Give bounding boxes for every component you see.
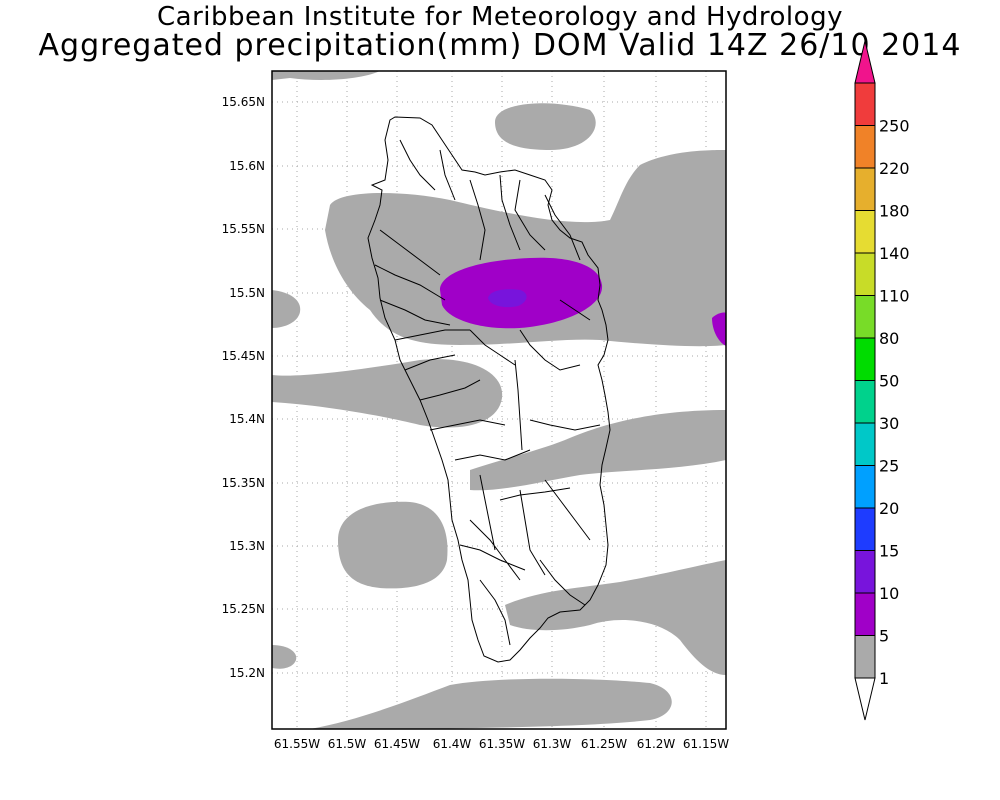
lon-label: 61.35W bbox=[479, 737, 525, 751]
colorbar-segment bbox=[854, 635, 876, 679]
lon-label: 61.15W bbox=[683, 737, 729, 751]
precip-area-east-band bbox=[470, 410, 726, 491]
colorbar-segment bbox=[854, 252, 876, 296]
colorbar-segment bbox=[854, 380, 876, 424]
colorbar-label: 250 bbox=[879, 117, 910, 136]
precip-area-middle-band bbox=[272, 359, 503, 428]
colorbar-segment bbox=[854, 167, 876, 211]
lat-label: 15.3N bbox=[229, 539, 265, 553]
precip-area-top-center bbox=[495, 103, 596, 150]
colorbar-segment bbox=[854, 550, 876, 594]
lat-label: 15.25N bbox=[222, 602, 265, 616]
lat-label: 15.5N bbox=[229, 286, 265, 300]
colorbar-label: 110 bbox=[879, 287, 910, 306]
lon-label: 61.2W bbox=[637, 737, 676, 751]
colorbar-label: 50 bbox=[879, 372, 899, 391]
colorbar-segment bbox=[854, 592, 876, 636]
colorbar-segment bbox=[854, 465, 876, 509]
colorbar-label: 25 bbox=[879, 457, 899, 476]
colorbar-label: 5 bbox=[879, 627, 889, 646]
precip-area-purple-east-edge bbox=[712, 312, 726, 346]
colorbar-segment bbox=[854, 337, 876, 381]
precip-area-west-edge bbox=[272, 290, 301, 328]
lat-label: 15.55N bbox=[222, 222, 265, 236]
lon-label: 61.25W bbox=[581, 737, 627, 751]
colorbar-label: 1 bbox=[879, 669, 889, 688]
colorbar-segment bbox=[854, 82, 876, 126]
colorbar-segment bbox=[854, 125, 876, 169]
lon-label: 61.45W bbox=[374, 737, 420, 751]
lon-label: 61.5W bbox=[328, 737, 367, 751]
lat-label: 15.6N bbox=[229, 159, 265, 173]
lat-label: 15.4N bbox=[229, 412, 265, 426]
colorbar-over-triangle bbox=[854, 40, 876, 84]
precip-area-southwest-edge bbox=[272, 645, 297, 669]
precip-area-purple-core bbox=[488, 289, 527, 308]
precip-area-top-left bbox=[272, 71, 380, 80]
colorbar-segment bbox=[854, 422, 876, 466]
colorbar-label: 30 bbox=[879, 414, 899, 433]
lat-label: 15.35N bbox=[222, 476, 265, 490]
map-area bbox=[272, 71, 726, 729]
colorbar-label: 15 bbox=[879, 542, 899, 561]
colorbar-segment bbox=[854, 295, 876, 339]
colorbar-under-triangle bbox=[854, 677, 876, 721]
lon-label: 61.55W bbox=[274, 737, 320, 751]
colorbar-label: 180 bbox=[879, 202, 910, 221]
lat-label: 15.45N bbox=[222, 349, 265, 363]
river-network bbox=[374, 139, 601, 646]
lat-label: 15.2N bbox=[229, 666, 265, 680]
colorbar-segment bbox=[854, 507, 876, 551]
precip-light-areas bbox=[272, 71, 726, 729]
colorbar-label: 220 bbox=[879, 159, 910, 178]
precip-area-south-band bbox=[505, 560, 726, 675]
lon-label: 61.4W bbox=[433, 737, 472, 751]
precip-area-north-band bbox=[325, 150, 726, 347]
colorbar-label: 80 bbox=[879, 329, 899, 348]
lat-label: 15.65N bbox=[222, 95, 265, 109]
chart-title-line2: Aggregated precipitation(mm) DOM Valid 1… bbox=[38, 28, 962, 63]
colorbar-label: 10 bbox=[879, 584, 899, 603]
lon-label: 61.3W bbox=[533, 737, 572, 751]
colorbar-label: 20 bbox=[879, 499, 899, 518]
colorbar-segment bbox=[854, 210, 876, 254]
longitude-labels: 61.55W 61.5W 61.45W 61.4W 61.35W 61.3W 6… bbox=[274, 737, 729, 751]
chart-title-line1: Caribbean Institute for Meteorology and … bbox=[157, 2, 843, 32]
colorbar-label: 140 bbox=[879, 244, 910, 263]
precip-area-west-blob bbox=[338, 501, 448, 589]
map-frame bbox=[271, 70, 727, 730]
latitude-labels: 15.65N 15.6N 15.55N 15.5N 15.45N 15.4N 1… bbox=[222, 95, 265, 680]
island-outline bbox=[367, 116, 611, 663]
precip-area-bottom-band bbox=[310, 678, 672, 729]
